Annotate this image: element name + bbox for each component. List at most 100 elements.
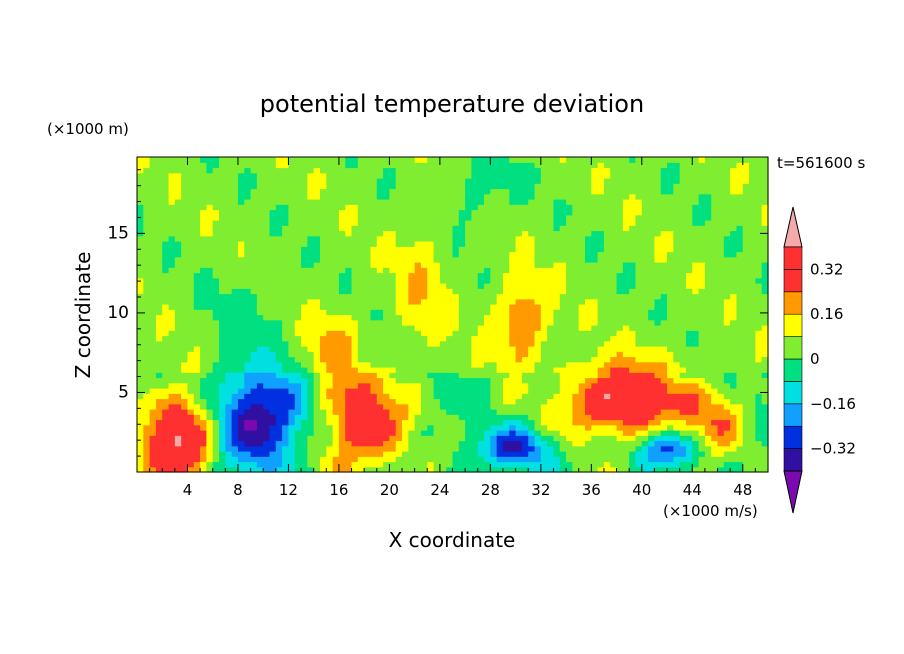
heatmap-cell	[515, 356, 523, 363]
heatmap-cell	[471, 193, 479, 200]
heatmap-cell	[307, 414, 315, 421]
heatmap-cell	[326, 267, 334, 274]
heatmap-cell	[458, 319, 466, 326]
heatmap-cell	[137, 220, 144, 226]
heatmap-cell	[168, 356, 176, 363]
heatmap-cell	[408, 193, 416, 200]
heatmap-cell	[370, 440, 378, 447]
heatmap-cell	[332, 277, 340, 284]
heatmap-cell	[269, 251, 277, 258]
heatmap-cell	[225, 466, 233, 473]
heatmap-cell	[351, 346, 359, 352]
heatmap-cell	[187, 461, 195, 468]
heatmap-cell	[629, 456, 637, 463]
heatmap-cell	[275, 188, 283, 195]
heatmap-cell	[553, 466, 561, 473]
heatmap-cell	[477, 456, 485, 463]
heatmap-cell	[256, 293, 264, 300]
heatmap-cell	[219, 235, 226, 242]
heatmap-cell	[338, 272, 346, 279]
heatmap-cell	[301, 162, 308, 169]
heatmap-cell	[326, 214, 334, 221]
heatmap-cell	[629, 445, 637, 452]
heatmap-cell	[389, 440, 397, 447]
heatmap-cell	[414, 435, 422, 442]
heatmap-cell	[420, 419, 428, 426]
heatmap-cell	[452, 382, 460, 389]
heatmap-cell	[162, 262, 170, 268]
heatmap-cell	[465, 193, 473, 200]
heatmap-cell	[654, 209, 662, 216]
heatmap-cell	[237, 188, 245, 195]
heatmap-cell	[364, 403, 372, 410]
heatmap-cell	[225, 372, 233, 379]
heatmap-cell	[250, 440, 258, 447]
heatmap-cell	[603, 251, 611, 258]
heatmap-cell	[471, 167, 479, 174]
heatmap-cell	[521, 419, 529, 426]
heatmap-cell	[231, 235, 239, 242]
heatmap-cell	[225, 193, 233, 200]
heatmap-cell	[490, 372, 498, 379]
heatmap-cell	[521, 162, 529, 169]
heatmap-cell	[389, 461, 397, 468]
heatmap-cell	[155, 225, 163, 232]
heatmap-cell	[446, 367, 454, 373]
heatmap-cell	[439, 241, 447, 247]
heatmap-cell	[206, 335, 214, 342]
heatmap-cell	[149, 461, 157, 468]
heatmap-cell	[313, 466, 321, 473]
heatmap-cell	[275, 461, 283, 468]
heatmap-cell	[307, 251, 315, 258]
heatmap-cell	[629, 372, 637, 379]
heatmap-cell	[364, 262, 372, 268]
heatmap-cell	[219, 430, 226, 436]
heatmap-cell	[294, 262, 302, 268]
heatmap-cell	[446, 309, 454, 316]
heatmap-cell	[250, 230, 258, 237]
heatmap-cell	[351, 430, 359, 436]
heatmap-cell	[256, 193, 264, 200]
heatmap-cell	[471, 456, 479, 463]
heatmap-cell	[540, 351, 548, 358]
heatmap-cell	[282, 382, 290, 389]
heatmap-cell	[181, 372, 189, 379]
heatmap-cell	[446, 451, 454, 457]
heatmap-cell	[490, 356, 498, 363]
heatmap-cell	[452, 178, 460, 184]
heatmap-cell	[174, 403, 182, 410]
heatmap-cell	[578, 256, 586, 263]
heatmap-cell	[616, 251, 624, 258]
heatmap-cell	[275, 377, 283, 384]
heatmap-cell	[256, 288, 264, 295]
heatmap-cell	[585, 466, 592, 473]
heatmap-cell	[559, 461, 567, 468]
heatmap-cell	[597, 304, 605, 310]
heatmap-cell	[137, 351, 144, 358]
heatmap-cell	[622, 272, 630, 279]
heatmap-cell	[263, 451, 271, 457]
heatmap-cell	[332, 288, 340, 295]
heatmap-cell	[603, 183, 611, 190]
heatmap-cell	[496, 351, 504, 358]
heatmap-cell	[162, 372, 170, 379]
heatmap-cell	[351, 466, 359, 473]
heatmap-cell	[288, 241, 296, 247]
heatmap-cell	[137, 419, 144, 426]
heatmap-cell	[465, 199, 473, 205]
heatmap-cell	[610, 251, 618, 258]
heatmap-cell	[402, 430, 409, 436]
heatmap-cell	[383, 309, 390, 316]
heatmap-cell	[471, 319, 479, 326]
heatmap-cell	[357, 277, 365, 284]
heatmap-cell	[351, 309, 359, 316]
heatmap-cell	[288, 246, 296, 253]
heatmap-cell	[155, 178, 163, 184]
heatmap-cell	[338, 356, 346, 363]
heatmap-cell	[250, 356, 258, 363]
heatmap-cell	[610, 377, 618, 384]
heatmap-cell	[547, 325, 555, 331]
heatmap-cell	[231, 440, 239, 447]
heatmap-cell	[528, 361, 536, 368]
heatmap-cell	[137, 398, 144, 405]
